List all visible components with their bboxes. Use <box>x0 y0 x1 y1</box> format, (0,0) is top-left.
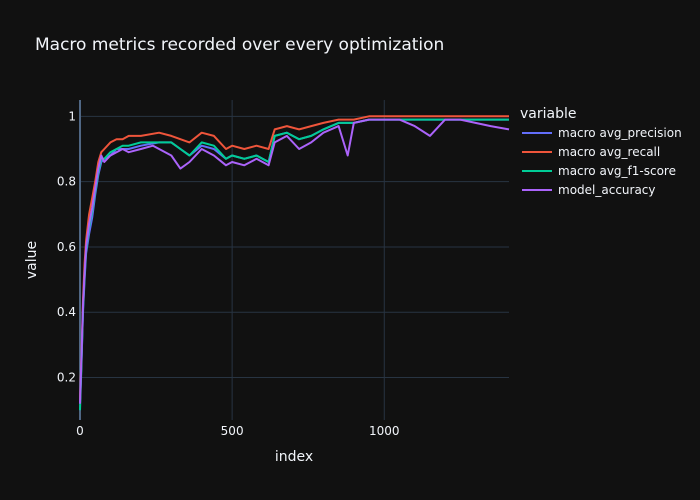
legend-item[interactable]: macro avg_recall <box>522 145 660 159</box>
x-axis-title: index <box>275 449 313 465</box>
x-tick-label: 1000 <box>369 424 400 438</box>
series-line-model-accuracy <box>79 118 510 404</box>
legend-label: model_accuracy <box>558 183 656 197</box>
legend-label: macro avg_f1-score <box>558 164 676 178</box>
legend-item[interactable]: macro avg_precision <box>522 126 682 140</box>
x-tick-label: 500 <box>221 424 244 438</box>
tick-labels: 0.2 0.4 0.6 0.8 1 0 500 1000 <box>57 109 400 438</box>
series-line-macro-avg-precision <box>79 118 509 404</box>
legend-title: variable <box>520 106 576 122</box>
series-line-macro-avg-recall <box>79 115 509 401</box>
legend-item[interactable]: model_accuracy <box>522 183 656 197</box>
y-tick-label: 0.4 <box>57 305 76 319</box>
chart-title: Macro metrics recorded over every optimi… <box>35 35 444 55</box>
plot-area <box>79 115 510 411</box>
legend-item[interactable]: macro avg_f1-score <box>522 164 676 178</box>
y-tick-label: 0.8 <box>57 175 76 189</box>
series-line-macro-avg-f1-score <box>79 118 509 411</box>
gridlines <box>79 100 509 420</box>
legend-label: macro avg_precision <box>558 126 682 140</box>
y-tick-label: 0.2 <box>57 371 76 385</box>
x-tick-label: 0 <box>76 424 84 438</box>
legend-label: macro avg_recall <box>558 145 660 159</box>
y-axis-title: value <box>24 241 40 279</box>
y-tick-label: 1 <box>68 109 76 123</box>
y-tick-label: 0.6 <box>57 240 76 254</box>
